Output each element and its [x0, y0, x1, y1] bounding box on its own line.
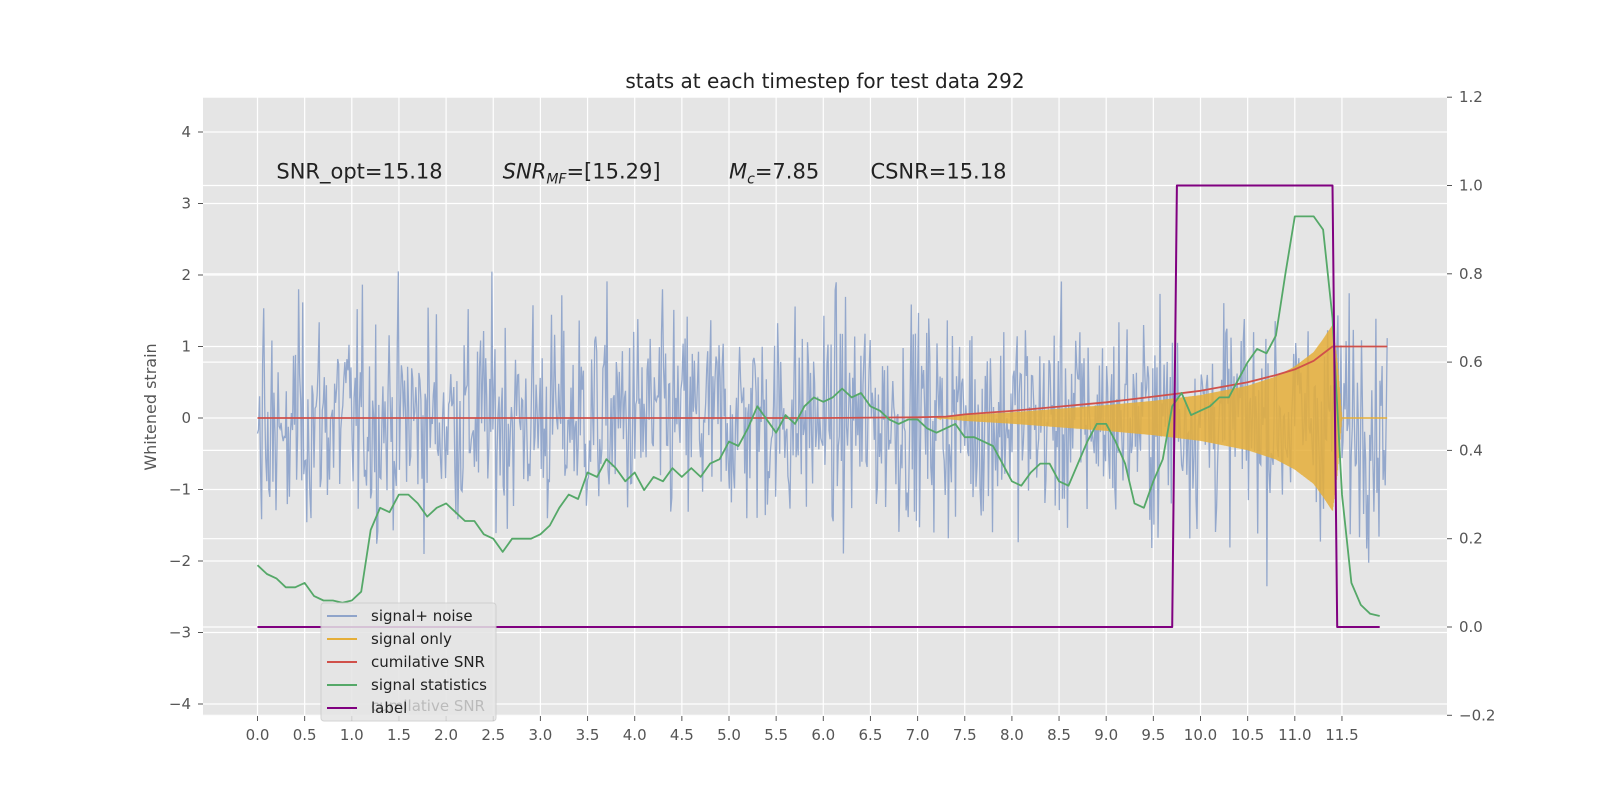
chart-title: stats at each timestep for test data 292	[625, 69, 1024, 93]
x-tick-label: 6.0	[811, 726, 835, 744]
stat-annotation: CSNR=15.18	[870, 159, 1006, 183]
legend: cumilative SNR signal+ noise signal only cu…	[320, 602, 497, 722]
y-tick-label: 0	[181, 409, 191, 427]
y2-tick-label: 0.8	[1459, 265, 1483, 283]
label-series	[257, 184, 1380, 628]
legend-faded-entry: cumilative SNR	[371, 697, 485, 715]
stat-annotation: Mc=7.85	[729, 159, 819, 187]
legend-box	[320, 602, 497, 722]
x-tick-label: 11.5	[1325, 726, 1358, 744]
x-tick-label: 5.0	[717, 726, 741, 744]
x-tick-label: 3.0	[528, 726, 552, 744]
cumulative-snr-series	[257, 345, 1388, 419]
y-tick-label: −4	[169, 695, 191, 713]
y-tick-label: 3	[181, 195, 191, 213]
legend-entry: signal+ noise	[371, 607, 473, 625]
x-tick-label: 7.0	[906, 726, 930, 744]
x-tick-label: 4.0	[623, 726, 647, 744]
x-tick-label: 9.0	[1094, 726, 1118, 744]
x-tick-label: 0.5	[293, 726, 317, 744]
x-tick-label: 8.0	[1000, 726, 1024, 744]
signal-only-series	[936, 325, 1388, 511]
x-tick-label: 6.5	[859, 726, 883, 744]
y2-tick-label: 0.2	[1459, 530, 1483, 548]
x-tick-label: 5.5	[764, 726, 788, 744]
x-tick-label: 10.5	[1231, 726, 1264, 744]
stat-annotation: SNRMF=[15.29]	[503, 159, 661, 187]
x-tick-label: 10.0	[1184, 726, 1217, 744]
y-tick-label: −1	[169, 481, 191, 499]
x-tick-label: 4.5	[670, 726, 694, 744]
x-tick-label: 0.0	[246, 726, 270, 744]
signal-statistics-line	[256, 215, 1380, 617]
legend-entry: signal statistics	[371, 676, 487, 694]
axes: 0.0 0.5 1.0 1.5 2.0 2.5 3.0 3.5 4.0 4.5 5.0 5.5 6.0 6…	[169, 88, 1496, 744]
y-tick-label: 4	[181, 123, 191, 141]
legend-entry: cumilative SNR	[371, 653, 485, 671]
x-tick-label: 9.5	[1141, 726, 1165, 744]
stat-annotation: SNR_opt=15.18	[276, 159, 442, 184]
x-tick-label: 11.0	[1278, 726, 1311, 744]
y2-tick-label: 0.4	[1459, 441, 1483, 459]
annotations: SNR_opt=15.18 SNRMF=[15.29] Mc=7.85 CSNR=15…	[276, 159, 1006, 187]
x-tick-label: 7.5	[953, 726, 977, 744]
y2-tick-label: 0.0	[1459, 618, 1483, 636]
y2-tick-label: 0.6	[1459, 353, 1483, 371]
label-line	[257, 184, 1380, 628]
x-tick-label: 2.0	[434, 726, 458, 744]
x-tick-label: 3.5	[576, 726, 600, 744]
y-tick-label: −3	[169, 624, 191, 642]
x-tick-label: 2.5	[481, 726, 505, 744]
y-tick-label: −2	[169, 552, 191, 570]
signal-only-line	[936, 325, 1343, 511]
y2-tick-label: 1.2	[1459, 88, 1483, 106]
y-axis-label: Whitened strain	[141, 343, 160, 470]
cumilative-snr-line	[257, 345, 1388, 419]
x-tick-label: 1.5	[387, 726, 411, 744]
y2-tick-label: 1.0	[1459, 177, 1483, 195]
legend-entry: signal only	[371, 630, 452, 648]
y2-tick-label: −0.2	[1459, 706, 1495, 724]
legend-entry: label	[371, 699, 407, 717]
y-tick-label: 2	[181, 266, 191, 284]
x-tick-label: 1.0	[340, 726, 364, 744]
y-tick-label: 1	[181, 338, 191, 356]
signal-statistics-series	[256, 215, 1380, 617]
x-tick-label: 8.5	[1047, 726, 1071, 744]
